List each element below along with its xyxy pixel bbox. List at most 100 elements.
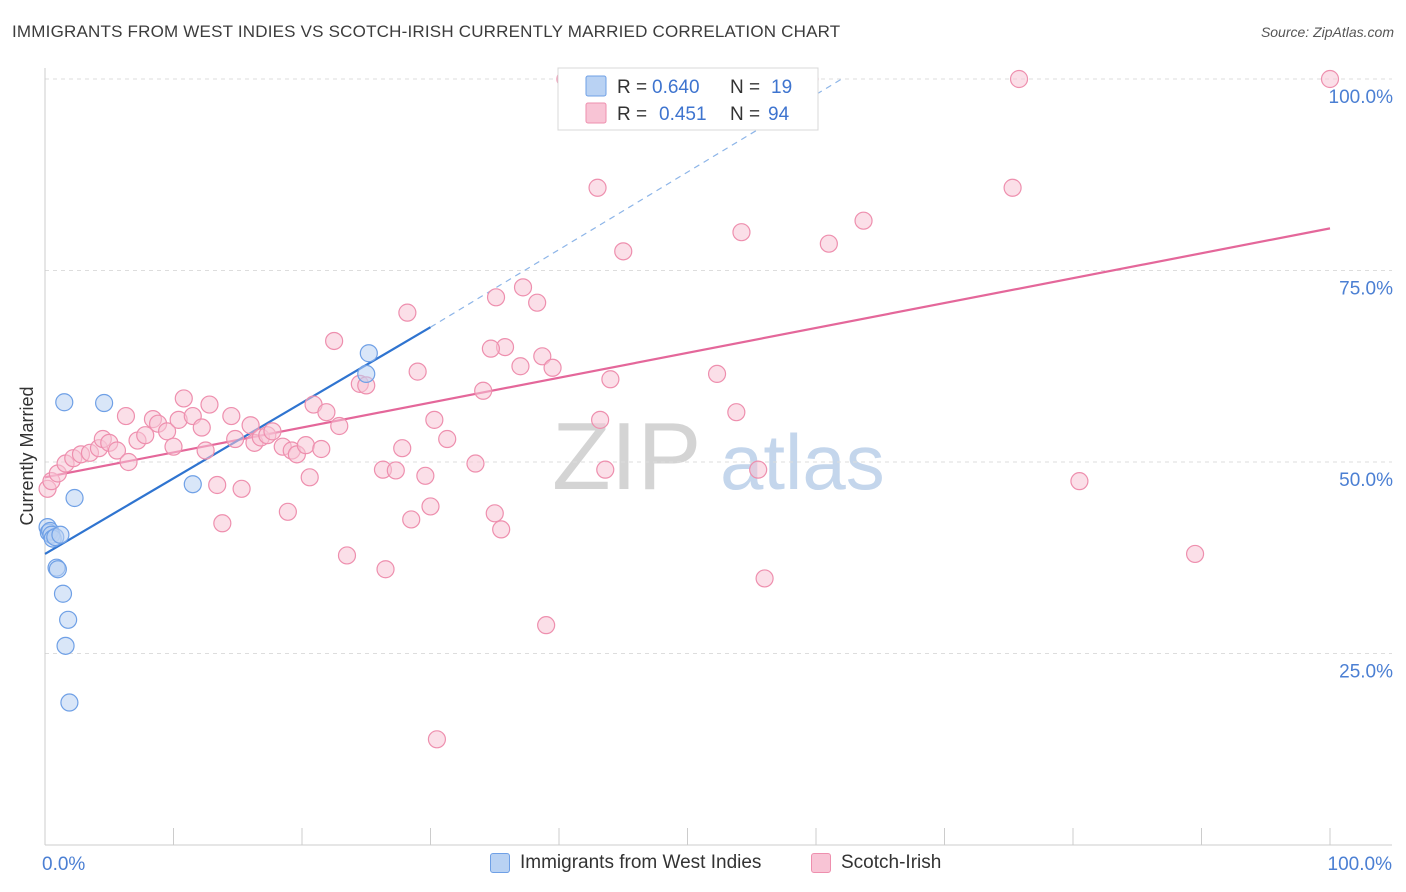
point-scotch-irish-83	[727, 403, 746, 422]
point-west-indies-9	[53, 584, 73, 603]
point-scotch-irish-54	[402, 510, 421, 529]
point-scotch-irish-58	[425, 410, 444, 429]
legend-n-label-1: N =	[730, 77, 760, 98]
point-west-indies-16	[183, 475, 202, 494]
point-scotch-irish-52	[393, 439, 412, 458]
source-label: Source: ZipAtlas.com	[1260, 24, 1394, 40]
legend-swatch-west-indies	[585, 75, 607, 97]
point-scotch-irish-77	[596, 460, 615, 479]
point-scotch-irish-25	[208, 475, 227, 495]
legend-item-scotch-irish[interactable]: Scotch-Irish	[811, 852, 941, 874]
point-scotch-irish-92	[1070, 472, 1089, 491]
point-west-indies-11	[59, 610, 78, 629]
point-scotch-irish-45	[330, 416, 349, 436]
point-scotch-irish-66	[481, 339, 500, 358]
point-scotch-irish-64	[492, 520, 511, 539]
point-west-indies-14	[55, 393, 74, 412]
y-tick-label-25: 25.0%	[1339, 662, 1393, 683]
point-scotch-irish-22	[192, 418, 211, 437]
point-scotch-irish-53	[398, 303, 417, 322]
point-scotch-irish-88	[819, 234, 838, 253]
point-scotch-irish-39	[296, 436, 315, 455]
point-scotch-irish-50	[376, 560, 395, 579]
point-scotch-irish-42	[312, 439, 331, 459]
legend-r-label-1: R =	[617, 77, 647, 98]
point-scotch-irish-91	[1009, 69, 1029, 89]
legend-item-west-indies[interactable]: Immigrants from West Indies	[490, 852, 761, 874]
legend-r-label-2: R =	[617, 104, 647, 125]
x-tick-label-max: 100.0%	[1328, 854, 1393, 875]
point-scotch-irish-93	[1185, 544, 1205, 564]
point-scotch-irish-84	[732, 223, 751, 242]
point-scotch-irish-90	[1003, 178, 1022, 197]
point-west-indies-7	[48, 560, 67, 579]
point-scotch-irish-89	[854, 211, 873, 230]
point-scotch-irish-62	[466, 454, 485, 473]
point-scotch-irish-63	[485, 504, 504, 523]
point-west-indies-17	[359, 344, 378, 363]
watermark: ZIP atlas	[552, 403, 885, 510]
x-tick-label-min: 0.0%	[42, 854, 85, 875]
point-scotch-irish-69	[513, 278, 533, 297]
point-scotch-irish-73	[543, 358, 562, 377]
y-tick-label-75: 75.0%	[1339, 279, 1393, 300]
point-west-indies-13	[65, 488, 84, 508]
point-scotch-irish-14	[136, 426, 155, 445]
watermark-zip: ZIP	[552, 403, 701, 510]
point-scotch-irish-44	[325, 331, 344, 351]
y-axis-label: Currently Married	[17, 386, 37, 525]
point-scotch-irish-71	[533, 347, 552, 366]
point-scotch-irish-61	[474, 381, 493, 400]
point-scotch-irish-78	[601, 370, 620, 389]
legend-r-value-1: 0.640	[652, 77, 700, 98]
point-west-indies-12	[60, 693, 79, 712]
legend-swatch-scotch-irish	[585, 102, 607, 124]
point-scotch-irish-46	[337, 546, 357, 565]
legend-n-value-1: 19	[771, 77, 792, 98]
point-scotch-irish-24	[200, 395, 219, 414]
chart-title: IMMIGRANTS FROM WEST INDIES VS SCOTCH-IR…	[12, 22, 841, 41]
point-scotch-irish-85	[749, 460, 768, 479]
point-scotch-irish-67	[486, 288, 506, 307]
point-scotch-irish-60	[427, 730, 447, 749]
point-scotch-irish-75	[588, 178, 607, 197]
y-tick-label-50: 50.0%	[1339, 470, 1393, 491]
legend-swatch-pink	[811, 853, 831, 873]
point-scotch-irish-94	[1320, 69, 1340, 89]
point-scotch-irish-79	[614, 242, 633, 261]
y-tick-label-100: 100.0%	[1329, 87, 1394, 108]
point-scotch-irish-10	[107, 441, 127, 460]
point-scotch-irish-23	[196, 441, 215, 460]
legend-r-value-2: 0.451	[659, 104, 707, 125]
point-scotch-irish-12	[116, 406, 136, 426]
point-scotch-irish-18	[164, 437, 183, 456]
point-scotch-irish-36	[278, 502, 297, 521]
point-scotch-irish-28	[226, 429, 245, 449]
point-scotch-irish-40	[300, 468, 319, 487]
point-scotch-irish-20	[174, 389, 193, 408]
point-scotch-irish-72	[537, 616, 556, 635]
point-scotch-irish-56	[416, 466, 435, 485]
watermark-atlas: atlas	[720, 418, 885, 506]
point-scotch-irish-43	[317, 403, 336, 422]
point-scotch-irish-68	[511, 357, 530, 376]
legend-n-value-2: 94	[768, 104, 790, 125]
point-scotch-irish-17	[157, 422, 177, 441]
point-scotch-irish-29	[232, 479, 251, 498]
point-scotch-irish-57	[421, 497, 440, 516]
correlation-legend: R = 0.640 N = 19 R = 0.451 N = 94	[557, 67, 819, 131]
point-scotch-irish-82	[707, 364, 727, 384]
legend-label-scotch-irish: Scotch-Irish	[841, 852, 942, 873]
point-scotch-irish-70	[528, 293, 547, 312]
point-scotch-irish-11	[119, 452, 138, 472]
point-west-indies-15	[95, 393, 114, 413]
point-scotch-irish-76	[591, 410, 610, 429]
point-scotch-irish-55	[408, 362, 427, 381]
point-west-indies-10	[56, 636, 75, 655]
point-scotch-irish-26	[213, 514, 232, 533]
point-west-indies-18	[357, 364, 376, 384]
legend-swatch-blue	[490, 853, 510, 873]
series-legend: Immigrants from West Indies Scotch-Irish	[0, 852, 1406, 878]
point-scotch-irish-34	[263, 422, 282, 441]
